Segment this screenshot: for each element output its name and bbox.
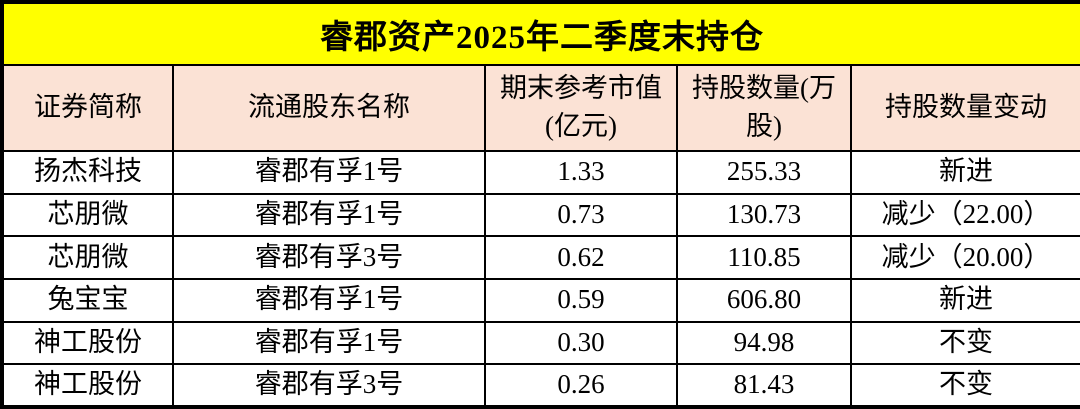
cell-market-value: 1.33 [484,149,678,195]
table-title: 睿郡资产2025年二季度末持仓 [0,0,1080,67]
column-header-security-name: 证券简称 [0,64,174,152]
header-row: 证券简称 流通股东名称 期末参考市值(亿元) 持股数量(万股) 持股数量变动 [0,64,1080,152]
cell-shareholder: 睿郡有孚3号 [172,235,486,280]
cell-share-change: 减少（20.00） [849,235,1080,280]
table-row: 神工股份 睿郡有孚1号 0.30 94.98 不变 [0,320,1080,366]
table-row: 扬杰科技 睿郡有孚1号 1.33 255.33 新进 [0,149,1080,195]
cell-market-value: 0.62 [484,235,678,280]
cell-share-change: 减少（22.00） [849,192,1080,238]
cell-market-value: 0.26 [484,363,678,409]
title-banner-row: 睿郡资产2025年二季度末持仓 [0,0,1080,67]
column-header-share-change: 持股数量变动 [849,64,1080,152]
cell-share-count: 94.98 [676,320,852,366]
table-row: 神工股份 睿郡有孚3号 0.26 81.43 不变 [0,363,1080,409]
cell-share-change: 不变 [849,320,1080,366]
cell-security-name: 芯朋微 [0,192,174,238]
cell-share-count: 81.43 [676,363,852,409]
cell-security-name: 神工股份 [0,320,174,366]
cell-security-name: 扬杰科技 [0,149,174,195]
table-row: 芯朋微 睿郡有孚1号 0.73 130.73 减少（22.00） [0,192,1080,238]
cell-share-count: 130.73 [676,192,852,238]
column-header-shareholder: 流通股东名称 [172,64,486,152]
cell-share-change: 不变 [849,363,1080,409]
cell-share-count: 110.85 [676,235,852,280]
column-header-share-count: 持股数量(万股) [676,64,852,152]
cell-security-name: 芯朋微 [0,235,174,280]
cell-security-name: 神工股份 [0,363,174,409]
cell-shareholder: 睿郡有孚3号 [172,363,486,409]
cell-market-value: 0.59 [484,277,678,323]
cell-share-change: 新进 [849,277,1080,323]
column-header-market-value: 期末参考市值(亿元) [484,64,678,152]
cell-share-change: 新进 [849,149,1080,195]
table-row: 兔宝宝 睿郡有孚1号 0.59 606.80 新进 [0,277,1080,323]
cell-market-value: 0.73 [484,192,678,238]
cell-share-count: 255.33 [676,149,852,195]
cell-shareholder: 睿郡有孚1号 [172,192,486,238]
cell-security-name: 兔宝宝 [0,277,174,323]
cell-market-value: 0.30 [484,320,678,366]
cell-shareholder: 睿郡有孚1号 [172,320,486,366]
cell-shareholder: 睿郡有孚1号 [172,149,486,195]
cell-share-count: 606.80 [676,277,852,323]
table-row: 芯朋微 睿郡有孚3号 0.62 110.85 减少（20.00） [0,235,1080,280]
cell-shareholder: 睿郡有孚1号 [172,277,486,323]
